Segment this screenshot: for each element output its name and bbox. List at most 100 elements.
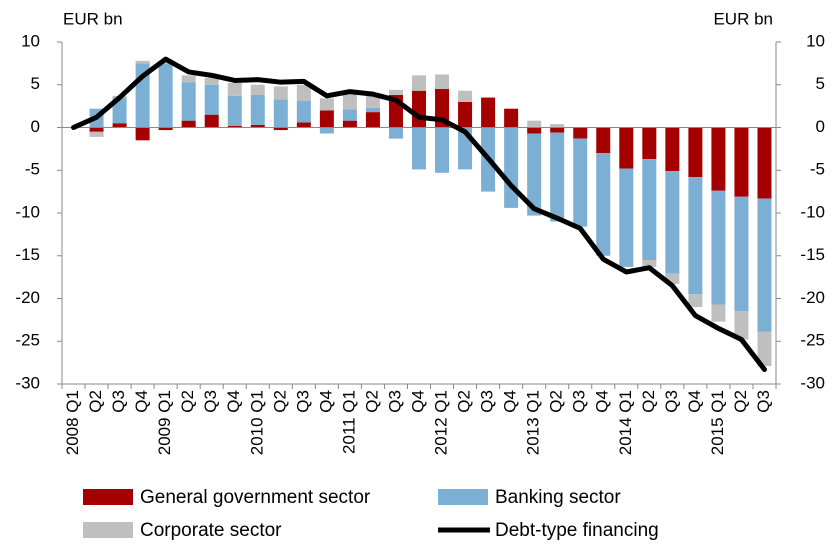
bar [550, 124, 565, 128]
bar [757, 198, 772, 332]
y-tick-label: -30 [15, 373, 40, 392]
bar [365, 107, 380, 113]
x-tick-label: Q3 [478, 390, 497, 413]
bar [619, 127, 634, 169]
y2-tick-label: 5 [816, 74, 825, 93]
bar [435, 74, 450, 90]
x-tick-label: 2009 Q1 [155, 390, 174, 455]
y-tick-label: -20 [15, 288, 40, 307]
bar [250, 95, 265, 125]
bar [342, 120, 357, 128]
bar [181, 75, 196, 83]
x-tick-label: Q3 [293, 390, 312, 413]
x-tick-label: Q2 [731, 390, 750, 413]
bar [550, 127, 565, 133]
x-tick-label: 2010 Q1 [247, 390, 266, 455]
legend-label: General government sector [140, 487, 371, 508]
x-tick-label: Q3 [201, 390, 220, 413]
y-tick-label: -5 [25, 160, 40, 179]
bar [273, 127, 288, 131]
y2-tick-label: -10 [800, 202, 825, 221]
bar [181, 120, 196, 128]
x-tick-label: Q2 [362, 390, 381, 413]
bar [250, 124, 265, 128]
bar [227, 125, 242, 128]
bar [319, 98, 334, 111]
y2-tick-label: -15 [800, 245, 825, 264]
bar [342, 94, 357, 110]
x-tick-label: 2014 Q1 [616, 390, 635, 455]
x-tick-label: Q4 [593, 390, 612, 413]
x-tick-label: 2015 Q1 [708, 390, 727, 455]
bar [227, 95, 242, 126]
bar [158, 127, 173, 131]
bar [527, 120, 542, 128]
x-tick-label: Q4 [132, 390, 151, 413]
bar [688, 177, 703, 295]
x-tick-label: 2011 Q1 [339, 390, 358, 454]
x-tick-label: Q3 [385, 390, 404, 413]
x-tick-label: Q2 [547, 390, 566, 413]
bar [573, 138, 588, 227]
x-tick-label: 2013 Q1 [524, 390, 543, 455]
bar [89, 131, 104, 137]
bar [319, 127, 334, 134]
y-tick-label: -10 [15, 202, 40, 221]
bar [135, 127, 150, 141]
bar [665, 273, 680, 284]
bar [757, 127, 772, 199]
x-tick-label: 2012 Q1 [432, 390, 451, 455]
bar [112, 97, 127, 124]
bar [527, 133, 542, 216]
x-tick-label: Q4 [501, 390, 520, 413]
bar [504, 127, 519, 208]
bar [227, 83, 242, 96]
bar [204, 114, 219, 128]
bar [458, 90, 473, 102]
bar [273, 86, 288, 100]
x-tick-label: Q2 [86, 390, 105, 413]
bar [388, 127, 403, 139]
bar [181, 82, 196, 121]
y2-tick-label: -5 [810, 160, 825, 179]
bar [642, 127, 657, 160]
x-tick-label: Q4 [685, 390, 704, 413]
legend-swatch [83, 522, 133, 538]
bar [204, 84, 219, 115]
y2-tick-label: 10 [806, 31, 825, 50]
bar [273, 99, 288, 128]
bar [388, 89, 403, 96]
x-tick-label: Q2 [639, 390, 658, 413]
bar [734, 196, 749, 312]
x-tick-label: Q3 [662, 390, 681, 413]
bar [342, 109, 357, 121]
x-tick-label: Q4 [408, 390, 427, 413]
bar [412, 127, 426, 170]
x-tick-label: 2008 Q1 [63, 390, 82, 455]
bar [734, 311, 749, 340]
bar [112, 123, 127, 128]
y-tick-label: -15 [15, 245, 40, 264]
bar [527, 127, 542, 134]
y-tick-label: 0 [31, 117, 40, 136]
bar [504, 108, 519, 128]
bar [757, 331, 772, 367]
bar [642, 159, 657, 261]
bar [319, 110, 334, 128]
legend-label: Banking sector [495, 487, 621, 508]
bar [365, 112, 380, 128]
bar [135, 60, 150, 64]
bar [642, 260, 657, 267]
y2-tick-label: -30 [800, 373, 825, 392]
legend-swatch [83, 489, 133, 505]
bar [688, 294, 703, 308]
bar [734, 127, 749, 197]
line [71, 56, 767, 372]
y2-tick-label: -25 [800, 331, 825, 350]
bar [688, 127, 703, 178]
bar [89, 127, 104, 132]
bar [435, 127, 450, 173]
bar [296, 84, 311, 101]
bar [665, 171, 680, 274]
bar [412, 90, 426, 128]
